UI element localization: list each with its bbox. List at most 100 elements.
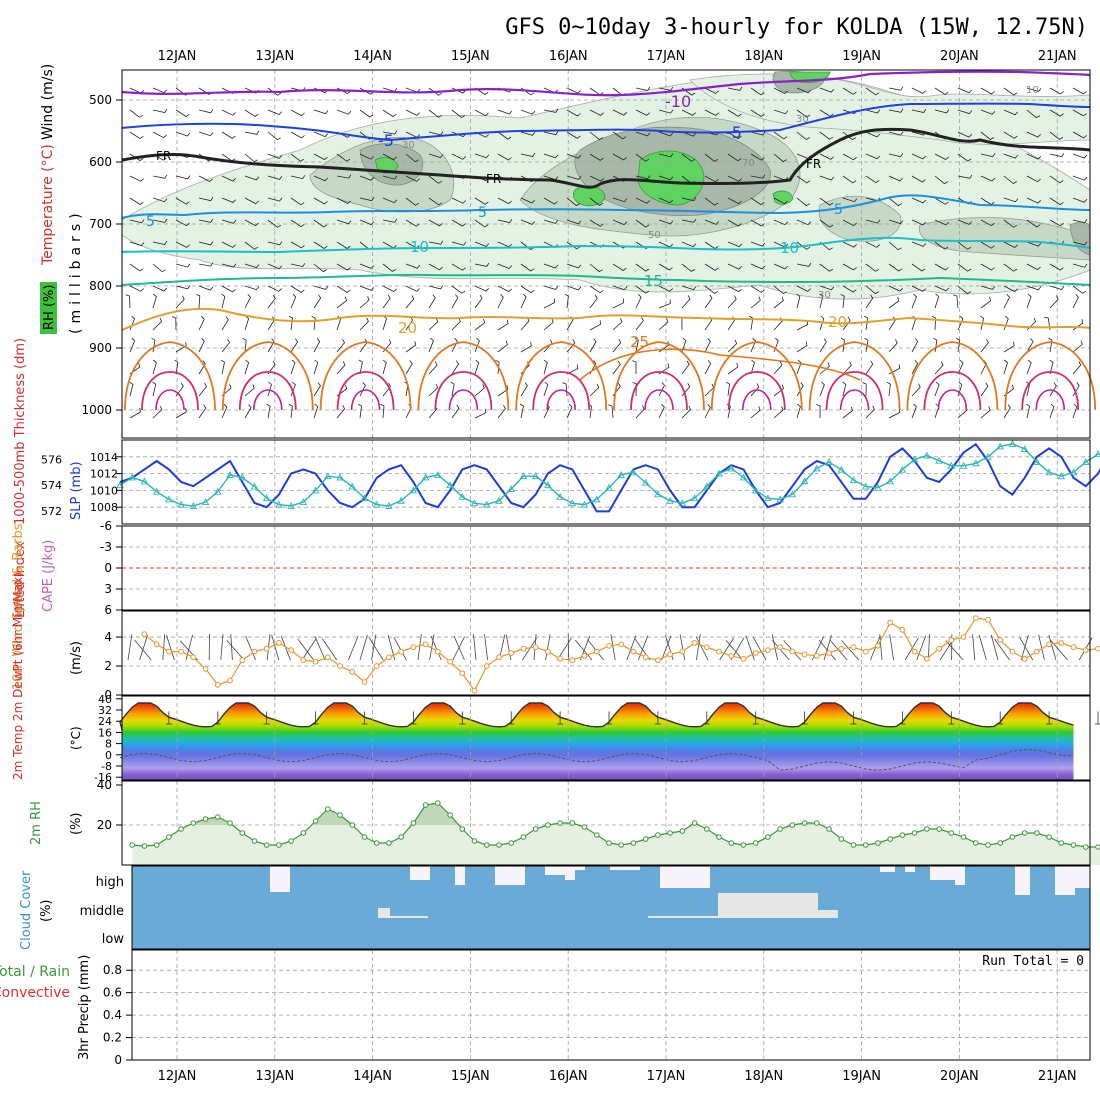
wind-barb	[290, 153, 305, 162]
thickness-point	[482, 500, 491, 508]
rh2m-tick: 40	[97, 778, 112, 792]
wind-barb	[313, 285, 329, 290]
thickness-point	[849, 476, 858, 484]
cloud-high-clear	[565, 866, 575, 880]
wind10m-barb	[745, 635, 755, 661]
wind-barb	[267, 197, 283, 202]
wind-barb	[911, 403, 917, 419]
wind-tick: 2	[104, 659, 112, 673]
wind10m-barb	[679, 634, 686, 661]
wind10m-point	[875, 642, 881, 649]
wind-barb	[543, 318, 554, 331]
rh2m-point	[471, 838, 478, 844]
wind-barb	[865, 263, 880, 272]
cloud-high-clear	[930, 866, 955, 880]
wind-barb	[750, 197, 765, 206]
wind-barb	[175, 131, 191, 137]
thickness-point	[531, 472, 540, 480]
bottom-date-12JAN: 12JAN	[158, 1069, 197, 1084]
wind-barb	[704, 285, 719, 294]
thickness-point	[910, 455, 919, 463]
wind-barb	[198, 241, 214, 246]
thickness-point	[703, 482, 711, 490]
wind10m-barb	[226, 640, 245, 661]
wind-barb	[589, 338, 597, 353]
rh2m-point	[789, 822, 796, 828]
wind-barb	[428, 337, 434, 353]
wind-barb	[888, 86, 904, 91]
rh2m-point	[178, 826, 184, 832]
wind-barb	[428, 317, 439, 331]
wind10m-barb	[841, 640, 860, 661]
wind-barb	[750, 383, 760, 397]
wind10m-barb	[990, 634, 999, 661]
wind-barb	[819, 197, 834, 206]
wind10m-barb	[417, 634, 422, 661]
wind-barb	[796, 131, 810, 140]
wind-barb	[819, 381, 825, 397]
wind-barb	[750, 263, 766, 270]
wind-barb	[152, 108, 168, 113]
wind-barb	[382, 153, 397, 161]
wind10m-point	[618, 641, 625, 648]
wind-barb	[198, 262, 214, 267]
wind10m-barb	[393, 637, 407, 661]
cloud-high-clear	[410, 866, 430, 880]
wind10m-barb	[904, 637, 919, 661]
rh2m-point	[520, 834, 527, 840]
wind-barb	[727, 363, 739, 375]
wind-barb	[221, 241, 236, 248]
warm-contour-25	[1004, 341, 1097, 411]
wind-barb	[704, 404, 711, 419]
wind-barb	[1003, 197, 1019, 203]
wind-barb	[474, 219, 489, 228]
wind-barb	[267, 153, 283, 159]
wind-barb	[796, 285, 811, 292]
temp-tick: 32	[98, 704, 112, 717]
bottom-date-15JAN: 15JAN	[451, 1069, 490, 1084]
wind-barb	[934, 285, 950, 292]
wind10m-barb	[166, 635, 175, 661]
wind-barb	[635, 153, 650, 162]
wind-barb	[198, 285, 214, 291]
wind-barb	[175, 109, 190, 117]
wind-barb	[543, 339, 553, 353]
wind-barb	[1026, 131, 1041, 138]
wind-barb	[474, 384, 485, 397]
warm-contour-30	[630, 371, 688, 411]
cloud-tick-middle: middle	[80, 904, 124, 919]
wind-barb	[428, 87, 443, 96]
wind-barb	[313, 338, 321, 353]
wind-barb	[244, 263, 260, 269]
wind10m-point	[324, 654, 331, 661]
wind-barb	[1072, 241, 1088, 246]
wind-barb	[957, 109, 973, 115]
wind-barb	[382, 218, 398, 223]
thickness-point	[165, 495, 173, 503]
wind-barb	[313, 219, 328, 228]
wind-barb	[681, 285, 697, 291]
wind-barb	[796, 219, 812, 226]
rh-legend-swatch	[40, 282, 57, 334]
thickness-point	[776, 495, 784, 503]
wind-barb	[980, 338, 989, 353]
wind-barb	[336, 109, 352, 115]
temp-minmax-bar	[214, 711, 221, 725]
wind10m-point	[948, 637, 955, 643]
wind10m-point	[765, 647, 771, 653]
rh2m-point	[1046, 834, 1052, 840]
rh2m-point	[924, 826, 930, 832]
wind-barb	[336, 263, 351, 271]
wind-barb	[727, 339, 738, 353]
wind-barb	[129, 263, 144, 272]
wind10m-point	[1009, 648, 1016, 655]
wind-barb	[658, 299, 671, 309]
thickness-point	[201, 498, 210, 505]
wind-barb	[957, 315, 964, 331]
wind-barb	[1072, 109, 1087, 117]
rh2m-point	[630, 840, 637, 846]
wind-barb	[244, 294, 251, 309]
cloud-mid-clear	[818, 910, 838, 918]
wind-barb	[405, 295, 415, 309]
